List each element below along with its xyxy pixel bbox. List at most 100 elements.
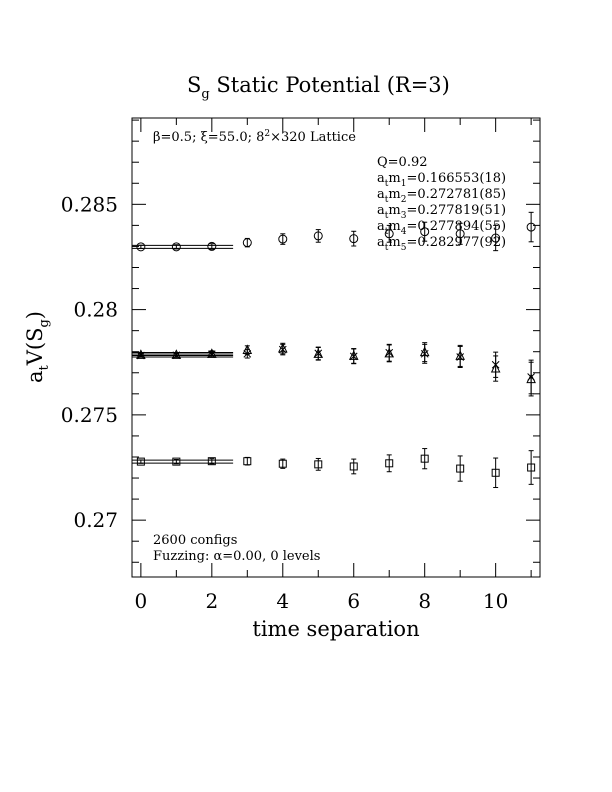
square-marker — [527, 463, 536, 472]
cross-marker — [207, 350, 216, 359]
data-point-square — [278, 458, 287, 469]
cross-marker — [349, 352, 358, 361]
cross-marker — [491, 360, 500, 369]
axis-ticks — [132, 118, 540, 577]
data-point-square — [527, 450, 536, 485]
circle-marker — [491, 233, 501, 243]
cross-marker — [420, 349, 429, 358]
square-marker — [243, 457, 252, 466]
cross-marker — [456, 353, 465, 361]
fit-mass-2: atm2=0.272781(85) — [377, 187, 506, 205]
data-point-cross — [207, 350, 216, 359]
circle-marker — [349, 234, 359, 244]
data-point-cross — [491, 351, 500, 378]
circle-marker — [384, 229, 394, 239]
plot-frame — [131, 117, 541, 578]
data-point-cross — [278, 343, 287, 356]
lattice-note: β=0.5; ξ=55.0; 82×320 Lattice — [153, 129, 356, 145]
circle-marker — [207, 241, 217, 251]
data-points — [136, 211, 536, 489]
circle-marker — [313, 231, 323, 241]
data-point-cross — [172, 351, 181, 360]
fit-mass-4: atm4=0.277894(55) — [377, 219, 506, 237]
data-point-square — [456, 455, 465, 482]
data-point-square — [385, 454, 394, 473]
fit-q: Q=0.92 — [377, 155, 428, 170]
data-point-circle — [526, 211, 536, 243]
square-marker — [491, 468, 500, 477]
square-marker — [278, 459, 287, 468]
data-point-square — [172, 457, 181, 466]
data-point-circle — [207, 241, 217, 251]
square-marker — [172, 457, 181, 466]
square-marker — [136, 457, 145, 466]
cross-marker — [243, 349, 252, 358]
circle-marker — [455, 229, 465, 239]
cross-marker — [278, 345, 287, 354]
configs-note: 2600 configs — [153, 533, 237, 548]
circle-marker — [171, 242, 181, 252]
x-tick-labels: 0 2 4 6 8 10 — [135, 589, 509, 613]
square-marker — [385, 459, 394, 468]
square-marker — [314, 460, 323, 469]
square-marker — [456, 464, 465, 473]
data-point-cross — [456, 345, 465, 369]
circle-marker — [278, 234, 288, 244]
title-main: S — [187, 73, 201, 97]
data-point-circle — [313, 229, 323, 243]
data-point-square — [420, 448, 429, 470]
cross-marker — [314, 349, 323, 358]
data-point-circle — [384, 224, 394, 243]
data-point-square — [207, 457, 216, 466]
title-sub: g — [201, 87, 209, 102]
x-tick-label: 10 — [483, 589, 508, 613]
data-point-cross — [314, 346, 323, 361]
title-rest: Static Potential (R=3) — [210, 73, 450, 97]
data-point-cross — [137, 351, 145, 360]
data-point-circle — [349, 230, 359, 247]
square-marker — [207, 457, 216, 466]
cross-marker — [172, 351, 181, 360]
fit-info: Q=0.92 atm1=0.166553(18) atm2=0.272781(8… — [377, 155, 506, 253]
circle-marker — [242, 238, 252, 248]
data-point-circle — [278, 233, 288, 245]
y-tick-labels: 0.27 0.275 0.28 0.285 — [61, 192, 118, 532]
circle-marker — [420, 227, 430, 237]
cross-marker — [137, 351, 145, 360]
fuzzing-note: Fuzzing: α=0.00, 0 levels — [153, 549, 320, 564]
data-point-circle — [491, 224, 501, 252]
fit-mass-1: atm1=0.166553(18) — [377, 171, 506, 189]
data-point-circle — [242, 237, 252, 248]
circle-marker — [136, 242, 146, 252]
cross-marker — [385, 348, 394, 357]
x-tick-label: 2 — [205, 589, 218, 613]
data-point-square — [349, 458, 358, 475]
square-marker — [349, 462, 358, 471]
x-tick-label: 8 — [418, 589, 431, 613]
data-point-circle — [420, 221, 430, 242]
fit-lines — [132, 244, 234, 464]
fit-mass-3: atm3=0.277819(51) — [377, 203, 506, 221]
data-point-circle — [171, 242, 181, 252]
data-point-square — [243, 456, 252, 466]
data-point-cross — [243, 349, 252, 359]
triangle-marker — [136, 349, 146, 359]
y-tick-label: 0.275 — [61, 403, 118, 427]
y-tick-label: 0.27 — [73, 508, 118, 532]
y-axis-label: atV(Sg) — [23, 311, 52, 383]
y-tick-label: 0.28 — [73, 298, 118, 322]
triangle-marker — [171, 349, 182, 359]
data-point-cross — [527, 359, 535, 395]
x-tick-label: 6 — [347, 589, 360, 613]
data-point-cross — [420, 343, 429, 364]
fit-mass-5: atm5=0.282977(92) — [377, 235, 506, 253]
x-tick-label: 0 — [135, 589, 148, 613]
data-point-square — [491, 457, 500, 489]
data-point-circle — [455, 222, 465, 245]
data-point-square — [314, 457, 323, 471]
cross-marker — [527, 373, 535, 381]
x-tick-label: 4 — [276, 589, 289, 613]
circle-marker — [526, 222, 536, 232]
